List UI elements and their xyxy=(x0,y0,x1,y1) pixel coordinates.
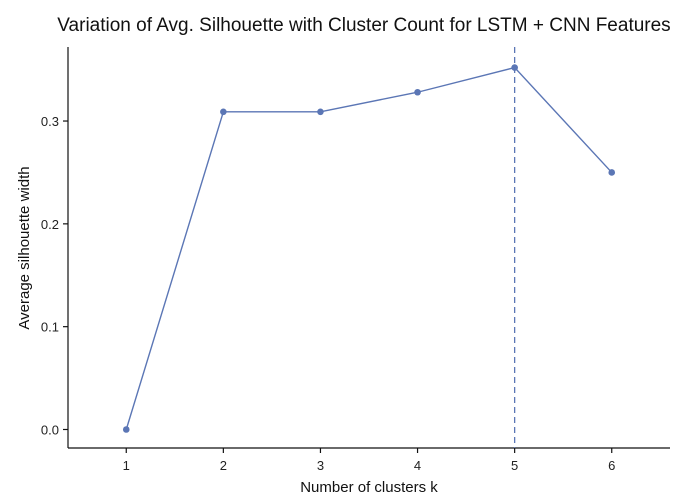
x-tick-label: 2 xyxy=(220,458,227,473)
y-tick-label: 0.2 xyxy=(41,217,59,232)
x-tick-label: 6 xyxy=(608,458,615,473)
x-ticks: 1 2 3 4 5 6 xyxy=(123,448,615,473)
data-point-k6 xyxy=(608,169,616,176)
y-ticks: 0.0 0.1 0.2 0.3 xyxy=(41,114,68,437)
series-line xyxy=(125,66,613,430)
y-tick-label: 0.3 xyxy=(41,114,59,129)
y-tick-label: 0.0 xyxy=(41,422,59,437)
y-tick-label: 0.1 xyxy=(41,320,59,335)
axes xyxy=(67,47,670,449)
chart-title: Variation of Avg. Silhouette with Cluste… xyxy=(57,15,670,36)
x-tick-label: 5 xyxy=(511,458,518,473)
series-group xyxy=(122,64,616,433)
data-point-k3 xyxy=(317,108,324,116)
data-point-k5 xyxy=(511,64,518,71)
x-tick-label: 1 xyxy=(123,458,130,473)
x-axis-label: Number of clusters k xyxy=(300,479,438,496)
data-point-k4 xyxy=(414,88,421,96)
x-tick-label: 3 xyxy=(317,458,324,473)
x-tick-label: 4 xyxy=(414,458,421,473)
data-point-k1 xyxy=(122,426,130,433)
y-axis-label: Average silhouette width xyxy=(16,166,33,329)
data-point-k2 xyxy=(220,108,227,116)
